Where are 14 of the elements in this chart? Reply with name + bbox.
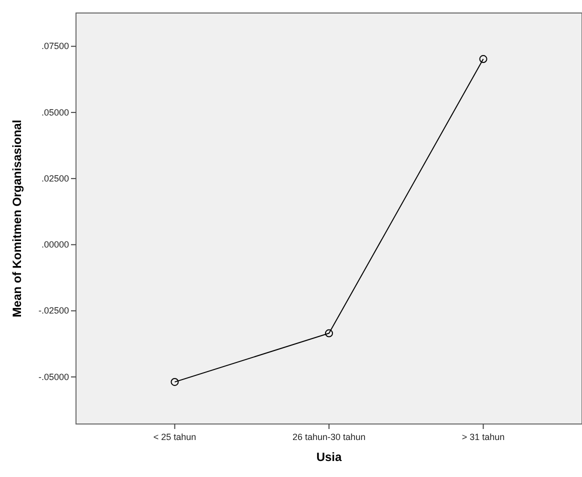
y-tick-label: .00000 [41, 240, 69, 250]
x-tick-label: < 25 tahun [153, 432, 196, 442]
y-tick-label: .07500 [41, 41, 69, 52]
y-tick-label: -.05000 [38, 372, 69, 382]
y-axis-title: Mean of Komitmen Organisasional [10, 120, 24, 318]
x-axis-title: Usia [316, 450, 342, 464]
point [170, 378, 179, 386]
x-tick-label: > 31 tahun [462, 432, 505, 442]
y-tick-label: .05000 [41, 107, 69, 118]
y-tick-label: -.02500 [38, 306, 69, 316]
y-tick-label: .02500 [41, 173, 69, 184]
point [479, 55, 488, 64]
point [325, 329, 333, 338]
x-tick-label: 26 tahun-30 tahun [292, 432, 366, 442]
